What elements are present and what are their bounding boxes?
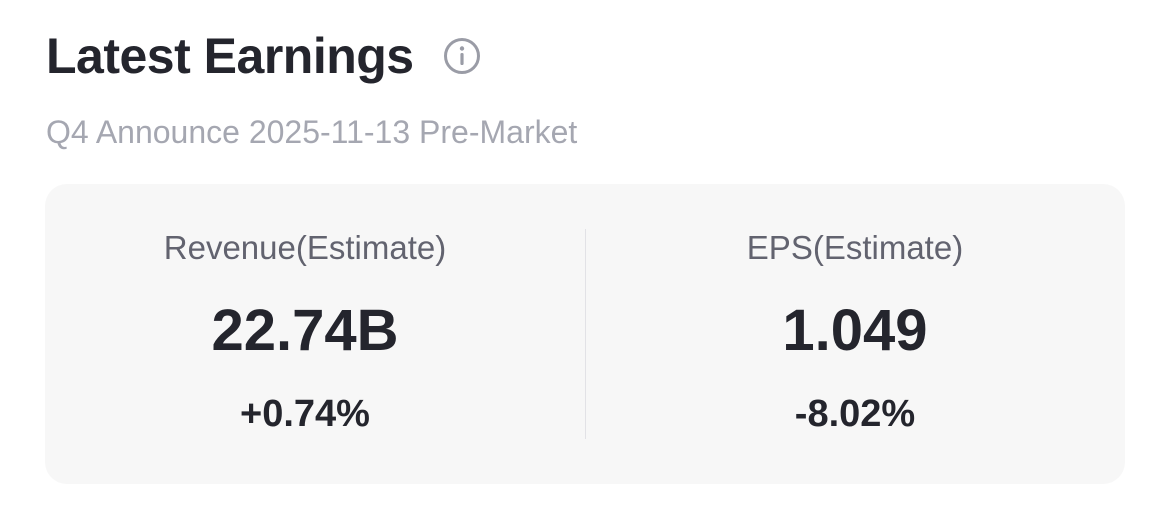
header: Latest Earnings (46, 26, 482, 86)
revenue-label: Revenue(Estimate) (163, 229, 447, 266)
eps-estimate-column: EPS(Estimate) 1.049 -8.02% (585, 184, 1125, 484)
revenue-change: +0.74% (240, 393, 370, 435)
eps-value: 1.049 (782, 298, 928, 363)
announcement-subtitle: Q4 Announce 2025-11-13 Pre-Market (46, 114, 578, 150)
revenue-value: 22.74B (211, 298, 399, 363)
column-divider (585, 229, 586, 439)
eps-change: -8.02% (794, 393, 916, 435)
eps-label: EPS(Estimate) (746, 229, 964, 266)
info-icon-graphic (443, 38, 480, 74)
page-title: Latest Earnings (46, 28, 414, 84)
info-icon[interactable] (442, 36, 482, 76)
earnings-card: Revenue(Estimate) 22.74B +0.74% EPS(Esti… (45, 184, 1125, 484)
revenue-estimate-column: Revenue(Estimate) 22.74B +0.74% (45, 184, 585, 484)
